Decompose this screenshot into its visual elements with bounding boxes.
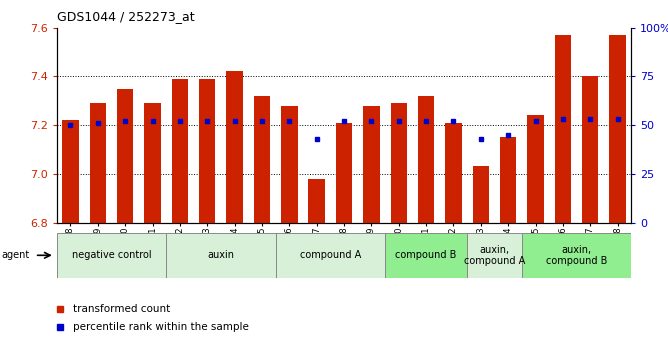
Bar (172, 79, 188, 345)
Bar (363, 106, 379, 345)
Bar (582, 76, 599, 345)
Bar (90, 103, 106, 345)
Bar (522, 233, 631, 278)
Bar (336, 122, 352, 345)
Text: negative control: negative control (71, 250, 152, 260)
Bar (554, 35, 571, 345)
Bar (144, 103, 161, 345)
Text: auxin,
compound A: auxin, compound A (464, 245, 525, 266)
Bar (166, 233, 276, 278)
Bar (117, 89, 134, 345)
Text: transformed count: transformed count (73, 304, 170, 314)
Bar (385, 233, 467, 278)
Bar (57, 233, 166, 278)
Text: GDS1044 / 252273_at: GDS1044 / 252273_at (57, 10, 194, 23)
Bar (276, 233, 385, 278)
Bar (62, 120, 79, 345)
Text: auxin: auxin (208, 250, 234, 260)
Text: auxin,
compound B: auxin, compound B (546, 245, 607, 266)
Bar (199, 79, 216, 345)
Bar (418, 96, 434, 345)
Bar (226, 71, 242, 345)
Bar (500, 137, 516, 345)
Text: percentile rank within the sample: percentile rank within the sample (73, 322, 248, 332)
Bar (254, 96, 270, 345)
Bar (446, 122, 462, 345)
Bar (609, 35, 626, 345)
Bar (309, 179, 325, 345)
Text: compound B: compound B (395, 250, 457, 260)
Bar (527, 115, 544, 345)
Text: compound A: compound A (300, 250, 361, 260)
Bar (281, 106, 297, 345)
Bar (391, 103, 407, 345)
Bar (467, 233, 522, 278)
Bar (472, 167, 489, 345)
Text: agent: agent (1, 250, 29, 260)
